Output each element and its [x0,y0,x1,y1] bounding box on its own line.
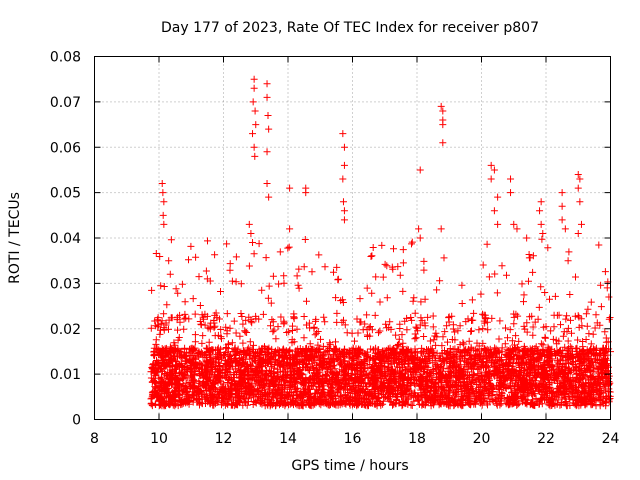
roti-peak-point [537,220,545,228]
roti-peak-point [536,207,544,215]
roti-peak-point [265,125,273,133]
y-tick-label: 0.04 [50,231,81,247]
roti-peak-point [263,180,271,188]
roti-peak-point [487,175,495,183]
roti-peak-point [250,84,258,92]
roti-peak-point [577,220,585,228]
roti-peak-point [558,202,566,210]
roti-peak-point [490,207,498,215]
axis-ticks [94,56,611,420]
y-axis-tick-labels: 0 0.01 0.02 0.03 0.04 0.05 0.06 0.07 0.08 [50,50,81,429]
roti-peak-point [439,121,447,129]
roti-peak-point [263,80,271,88]
roti-peak-point [439,107,447,115]
roti-peak-point [263,148,271,156]
roti-peak-point [339,175,347,183]
roti-peak-point [513,225,521,233]
roti-peak-point [250,75,258,83]
y-tick-label: 0.02 [50,322,81,338]
roti-peak-point [561,225,569,233]
roti-peak-point [203,275,211,283]
roti-peak-point [574,170,582,178]
x-tick-label: 22 [537,431,555,447]
roti-peak-point [160,198,168,206]
roti-peak-point [249,130,257,138]
roti-peak-point [159,211,167,219]
x-tick-label: 12 [215,431,233,447]
roti-peak-point [339,130,347,138]
roti-peak-point [286,225,294,233]
x-tick-label: 14 [279,431,297,447]
roti-peak-point [286,184,294,192]
y-tick-label: 0.07 [50,95,81,111]
roti-peak-point [494,220,502,228]
roti-peak-point [576,198,584,206]
roti-peak-point [487,161,495,169]
grid-lines [94,56,611,420]
data-points [147,75,614,410]
roti-peak-point [249,98,257,106]
y-tick-label: 0.05 [50,186,81,202]
roti-peak-point [166,270,174,278]
roti-peak-point [574,229,582,237]
roti-peak-point [340,161,348,169]
y-tick-label: 0.08 [50,50,81,66]
roti-peak-point [490,166,498,174]
roti-peak-point [340,216,348,224]
x-tick-label: 18 [408,431,426,447]
roti-peak-point [165,257,173,265]
roti-peak-point [439,139,447,147]
roti-peak-point [603,284,611,292]
y-tick-label: 0.03 [50,276,81,292]
y-tick-label: 0 [72,413,81,429]
x-tick-label: 16 [344,431,362,447]
roti-peak-point [415,225,423,233]
roti-peak-point [264,111,272,119]
roti-peak-point [249,239,257,247]
roti-peak-point [523,234,531,242]
roti-peak-point [437,225,445,233]
roti-peak-point [302,189,310,197]
roti-peak-point [251,152,259,160]
roti-peak-point [558,189,566,197]
roti-peak-point [251,107,259,115]
roti-peak-point [265,193,273,201]
y-axis-label: ROTI / TECUs [7,192,23,284]
roti-peak-point [339,198,347,206]
roti-peak-point [416,234,424,242]
chart-title: Day 177 of 2023, Rate Of TEC Index for r… [161,20,539,36]
roti-peak-point [416,166,424,174]
roti-peak-point [507,175,515,183]
roti-peak-point [558,216,566,224]
roti-peak-point [507,189,515,197]
roti-peak-point [250,143,258,151]
roti-peak-point [494,193,502,201]
x-axis-label: GPS time / hours [291,458,408,474]
roti-peak-point [252,121,260,129]
roti-peak-point [263,93,271,101]
roti-peak-point [576,175,584,183]
y-tick-label: 0.06 [50,140,81,156]
roti-peak-point [245,220,253,228]
roti-peak-point [539,229,547,237]
roti-peak-point [340,143,348,151]
roti-peak-point [574,184,582,192]
x-tick-label: 20 [473,431,491,447]
roti-peak-point [437,102,445,110]
roti-peak-point [510,220,518,228]
roti-peak-point [159,189,167,197]
roti-peak-point [340,207,348,215]
roti-peak-point [537,198,545,206]
x-tick-label: 24 [602,431,620,447]
roti-peak-point [605,293,613,301]
x-axis-tick-labels: 8 10 12 14 16 18 20 22 24 [90,431,619,447]
x-tick-label: 8 [90,431,99,447]
x-tick-label: 10 [150,431,168,447]
roti-peak-point [160,220,168,228]
roti-points-band [147,235,614,410]
y-tick-label: 0.01 [50,367,81,383]
roti-peak-point [158,180,166,188]
roti-peak-point [247,229,255,237]
